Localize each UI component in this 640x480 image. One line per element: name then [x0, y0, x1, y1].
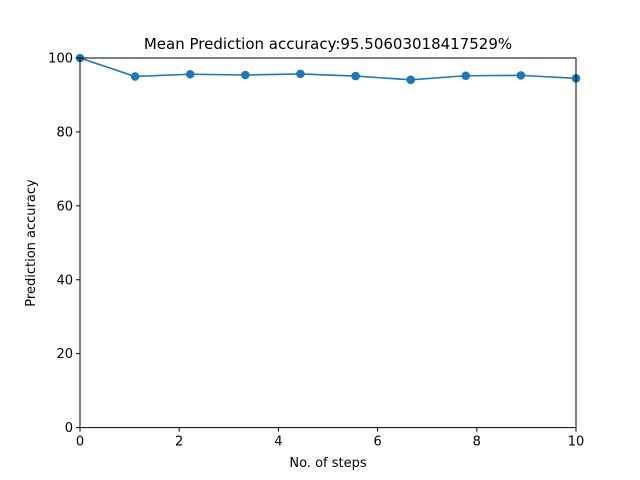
- series-line: [79, 57, 577, 81]
- y-tick-label: 80: [56, 125, 73, 140]
- axes-frame: [79, 57, 577, 429]
- x-tick-label: 4: [274, 435, 282, 450]
- y-tick-label: 40: [56, 273, 73, 288]
- data-point: [406, 75, 415, 85]
- data-point: [461, 71, 471, 81]
- x-tick-label: 6: [373, 435, 381, 450]
- y-tick-label: 20: [56, 347, 73, 362]
- data-point: [516, 71, 526, 80]
- y-tick-label: 0: [65, 421, 73, 436]
- data-point: [130, 72, 140, 81]
- y-axis-label: Prediction accuracy: [24, 179, 39, 307]
- data-point: [296, 69, 305, 79]
- x-axis-label: No. of steps: [289, 456, 366, 471]
- data-point: [241, 70, 250, 80]
- chart-title: Mean Prediction accuracy:95.506030184175…: [144, 35, 512, 53]
- x-tick-label: 10: [568, 435, 585, 450]
- x-tick-label: 8: [473, 435, 481, 450]
- y-axis-ticks: 0 20 40 60 80 100: [48, 52, 80, 436]
- plot-area: [75, 53, 581, 429]
- series-layer: [75, 53, 581, 85]
- data-point: [351, 71, 360, 81]
- y-tick-label: 100: [48, 52, 73, 67]
- x-tick-label: 0: [76, 435, 84, 450]
- data-point: [185, 69, 195, 79]
- y-tick-label: 60: [56, 199, 73, 214]
- x-tick-label: 2: [175, 435, 183, 450]
- x-axis-ticks: 0 2 4 6 8 10: [76, 427, 585, 450]
